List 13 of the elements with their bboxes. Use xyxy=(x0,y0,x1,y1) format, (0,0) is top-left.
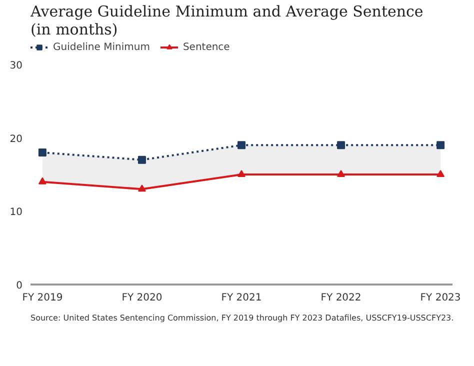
y-tick-label: 20 xyxy=(10,134,23,145)
x-tick-label: FY 2020 xyxy=(122,292,162,304)
y-tick-label: 10 xyxy=(10,207,23,218)
source-note: Source: United States Sentencing Commission, FY 2019 through FY 2023 Datafiles, USSCFY19-USSCFY23. xyxy=(30,314,454,322)
x-tick-label: FY 2021 xyxy=(221,292,262,304)
chart-title: Average Guideline Minimum and Average Sentence (in months) xyxy=(30,2,424,38)
legend-label: Sentence xyxy=(182,41,230,53)
x-tick-label: FY 2022 xyxy=(320,292,362,304)
legend-label: Guideline Minimum xyxy=(53,41,150,53)
x-tick-label: FY 2023 xyxy=(420,292,461,304)
x-tick-label: FY 2019 xyxy=(22,292,63,304)
y-tick-label: 30 xyxy=(10,60,23,72)
y-tick-label: 0 xyxy=(16,280,23,292)
